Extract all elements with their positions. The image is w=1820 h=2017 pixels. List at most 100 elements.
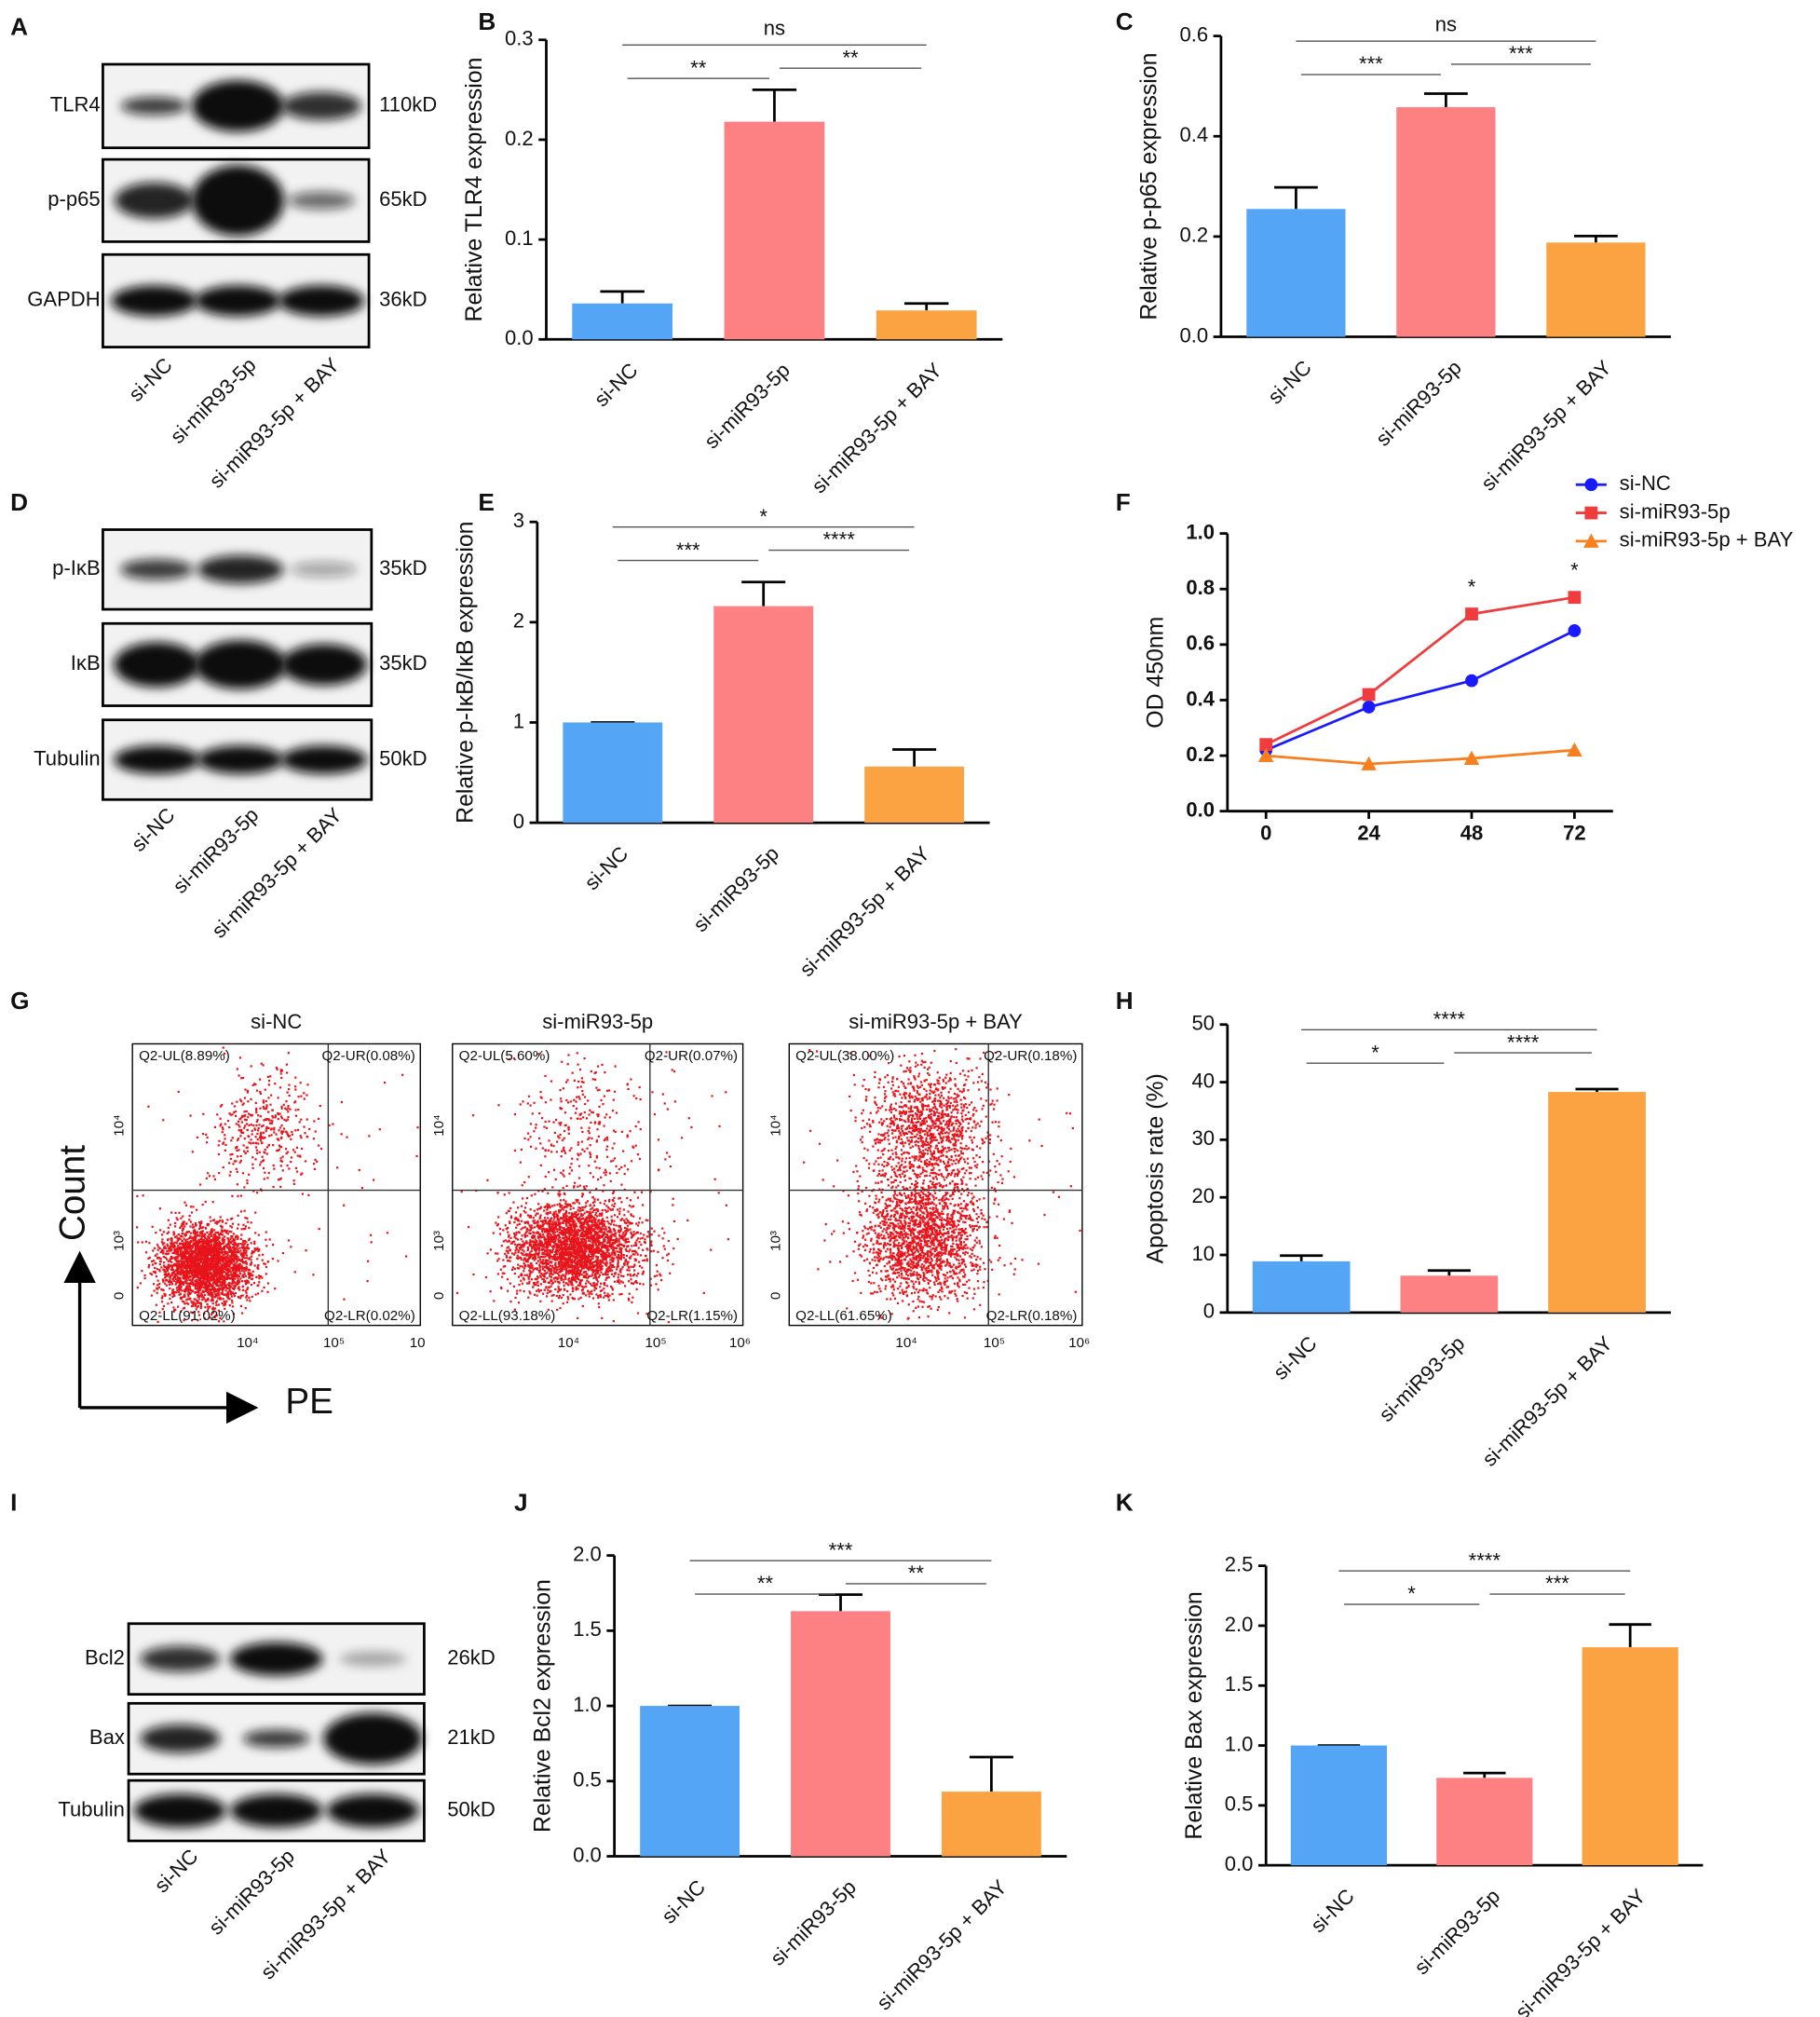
dot bbox=[537, 1203, 540, 1206]
dot bbox=[646, 1231, 650, 1233]
dot bbox=[267, 1079, 271, 1083]
dot bbox=[529, 1265, 532, 1268]
dot bbox=[596, 1283, 599, 1286]
dot bbox=[231, 1274, 234, 1277]
dot bbox=[606, 1250, 609, 1253]
dot bbox=[224, 1149, 226, 1152]
dot bbox=[548, 1204, 550, 1206]
dot bbox=[656, 1270, 659, 1273]
dot bbox=[202, 1264, 205, 1267]
dot bbox=[218, 1266, 222, 1269]
dot bbox=[224, 1123, 226, 1125]
dot bbox=[239, 1304, 243, 1308]
dot bbox=[316, 1160, 319, 1163]
dot bbox=[256, 1152, 259, 1154]
quadrant-label: Q2-LL(91.02%) bbox=[139, 1308, 236, 1324]
dot bbox=[635, 1239, 638, 1242]
dot bbox=[210, 1220, 212, 1222]
dot bbox=[183, 1266, 185, 1269]
dot bbox=[256, 1265, 259, 1268]
dot bbox=[495, 1221, 497, 1224]
dot bbox=[544, 1253, 548, 1256]
dot bbox=[564, 1272, 568, 1274]
dot bbox=[170, 1239, 173, 1242]
dot bbox=[313, 1167, 317, 1170]
dot bbox=[179, 1252, 183, 1256]
dot bbox=[151, 1225, 154, 1228]
dot bbox=[168, 1249, 170, 1252]
y-tick-label: 1.0 bbox=[1186, 520, 1215, 543]
dot bbox=[637, 1247, 640, 1249]
dot bbox=[245, 1146, 248, 1149]
dot bbox=[566, 1289, 569, 1293]
dot bbox=[551, 1222, 554, 1225]
dot bbox=[496, 1224, 499, 1227]
dot bbox=[265, 1273, 267, 1275]
dot bbox=[202, 1239, 205, 1242]
dot bbox=[177, 1238, 180, 1241]
dot bbox=[205, 1266, 208, 1269]
y-axis-label: OD 450nm bbox=[1143, 617, 1168, 729]
dot bbox=[232, 1239, 235, 1243]
dot bbox=[213, 1178, 217, 1180]
dot bbox=[535, 1221, 537, 1224]
dot bbox=[247, 1281, 251, 1284]
dot bbox=[214, 1248, 218, 1252]
dot bbox=[211, 1254, 214, 1258]
dot bbox=[241, 1243, 244, 1247]
dot bbox=[260, 1136, 263, 1139]
dot bbox=[541, 1235, 544, 1238]
dot bbox=[199, 1302, 202, 1304]
dot bbox=[188, 1219, 191, 1221]
dot bbox=[539, 1283, 542, 1286]
dot bbox=[286, 1165, 289, 1167]
dot bbox=[549, 1220, 552, 1222]
dot bbox=[632, 1233, 634, 1236]
dot bbox=[213, 1282, 216, 1285]
dot bbox=[181, 1296, 183, 1299]
dot bbox=[571, 1273, 574, 1276]
dot bbox=[228, 1112, 231, 1115]
dot bbox=[343, 1204, 346, 1206]
dot bbox=[294, 1114, 298, 1117]
dot bbox=[220, 1123, 223, 1125]
dot bbox=[159, 1229, 162, 1232]
dot bbox=[659, 1274, 662, 1277]
dot bbox=[585, 1217, 588, 1220]
dot bbox=[241, 1256, 244, 1260]
dot bbox=[294, 1085, 297, 1088]
dot bbox=[504, 1224, 507, 1227]
dot bbox=[613, 1239, 617, 1242]
dot bbox=[287, 1239, 291, 1242]
dot bbox=[182, 1215, 184, 1218]
dot bbox=[243, 1273, 246, 1275]
protein-label: Bcl2 bbox=[85, 1646, 125, 1669]
dot bbox=[528, 1273, 531, 1275]
dot bbox=[672, 1220, 676, 1223]
dot bbox=[224, 1302, 226, 1304]
dot bbox=[556, 1230, 559, 1233]
dot bbox=[182, 1232, 184, 1235]
dot bbox=[178, 1276, 181, 1279]
dot bbox=[189, 1234, 192, 1238]
dot bbox=[621, 1266, 624, 1269]
dot bbox=[205, 1273, 208, 1275]
dot bbox=[220, 1281, 223, 1284]
dot bbox=[561, 1205, 564, 1207]
dot bbox=[253, 1242, 256, 1246]
dot bbox=[181, 1235, 183, 1238]
dot bbox=[194, 1221, 197, 1225]
dot bbox=[532, 1286, 535, 1288]
dot bbox=[211, 1306, 214, 1309]
dot bbox=[219, 1220, 222, 1222]
dot bbox=[603, 1296, 605, 1299]
dot bbox=[280, 1076, 283, 1080]
dot bbox=[199, 1252, 202, 1255]
dot bbox=[196, 1274, 198, 1276]
dot bbox=[214, 1246, 217, 1248]
dot bbox=[636, 1237, 640, 1240]
dot bbox=[229, 1242, 232, 1245]
dot bbox=[498, 1233, 502, 1235]
dot bbox=[179, 1279, 182, 1282]
dot bbox=[579, 1261, 582, 1263]
